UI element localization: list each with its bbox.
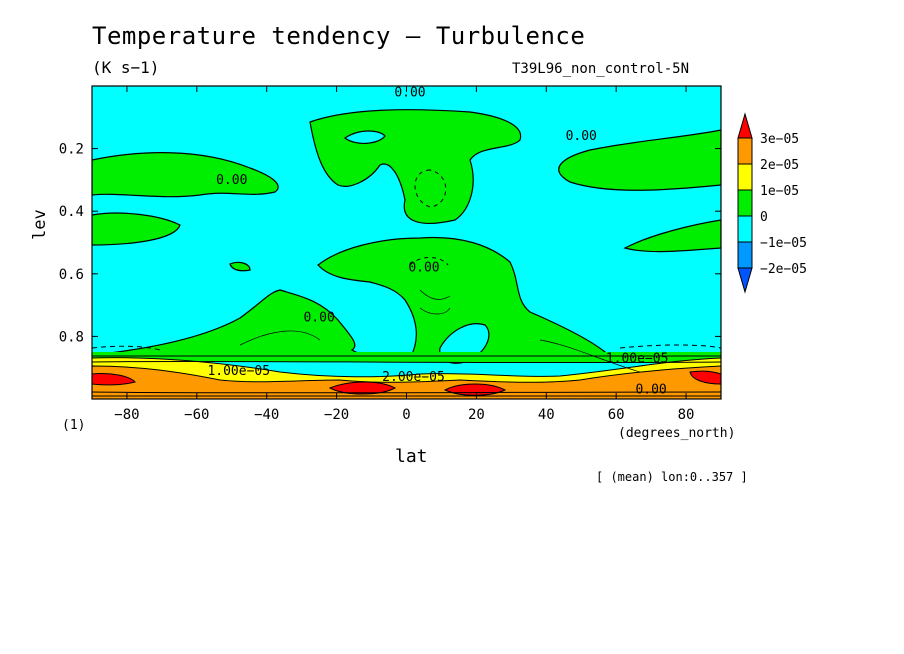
contour-label: 0.00 <box>408 261 439 276</box>
x-tick-label: 0 <box>402 407 410 423</box>
colorbar-top-arrow <box>737 112 753 139</box>
colorbar-label: −1e−05 <box>760 236 807 251</box>
x-tick-label: −60 <box>184 407 209 423</box>
contour-labels: 0.00 0.00 0.00 0.00 0.00 1.00e−05 1.00e−05 2.00… <box>207 85 668 397</box>
contour-label: 1.00e−05 <box>606 351 669 366</box>
colorbar-bin <box>737 189 753 217</box>
y-units-marker: (1) <box>62 418 86 433</box>
contour-fill <box>92 86 721 399</box>
chart-units: (K s−1) <box>92 58 160 77</box>
y-tick-label: 0.6 <box>59 267 84 283</box>
upper-left-green-band <box>92 152 279 198</box>
x-tick-label: −80 <box>114 407 139 423</box>
contour-label: 0.00 <box>216 173 247 188</box>
small-green-patch <box>229 261 251 272</box>
x-axis-label: lat <box>395 446 428 467</box>
colorbar-bin <box>737 215 753 243</box>
x-tick-label: −40 <box>254 407 279 423</box>
contour-label: 0.00 <box>394 85 425 100</box>
x-tick-label: −20 <box>324 407 349 423</box>
contour-label: 1.00e−05 <box>207 364 270 379</box>
colorbar-bottom-arrow <box>737 267 753 294</box>
colorbar-bin <box>737 241 753 269</box>
surface-black-lines <box>92 355 721 397</box>
x-tick-label: 20 <box>468 407 485 423</box>
colorbar-bin <box>737 163 753 191</box>
red-patch-left <box>92 373 136 386</box>
colorbar-label: 0 <box>760 210 768 225</box>
colorbar-label: 2e−05 <box>760 158 799 173</box>
contour-label: 0.00 <box>303 311 334 326</box>
x-tick-label: 80 <box>678 407 695 423</box>
x-tick-label: 40 <box>538 407 555 423</box>
left-mid-green <box>92 212 181 246</box>
colorbar-label: 3e−05 <box>760 132 799 147</box>
orange-band <box>92 365 721 399</box>
chart-title: Temperature tendency — Turbulence <box>92 22 586 50</box>
contour-label: 0.00 <box>635 383 666 398</box>
surface-dashed-contours <box>92 344 721 351</box>
y-tick-label: 0.4 <box>59 204 84 220</box>
colorbar-bin <box>737 137 753 165</box>
red-patch-right <box>689 370 721 385</box>
top-center-cyan-hole <box>343 130 386 144</box>
y-tick-label: 0.8 <box>59 329 84 345</box>
colorbar-label: −2e−05 <box>760 262 807 277</box>
x-axis-ticks: −80 −60 −40 −20 0 20 40 60 80 <box>114 86 694 423</box>
contour-label: 0.00 <box>566 129 597 144</box>
right-mid-green <box>623 219 721 253</box>
run-label: T39L96_non_control-5N <box>512 61 690 77</box>
upper-dashed-contour <box>409 169 449 266</box>
y-tick-label: 0.2 <box>59 142 84 158</box>
colorbar: 3e−05 2e−05 1e−05 0 −1e−05 −2e−05 <box>737 112 807 294</box>
contour-label: 2.00e−05 <box>382 370 445 385</box>
colorbar-label: 1e−05 <box>760 184 799 199</box>
y-axis-ticks: 0.2 0.4 0.6 0.8 <box>59 142 721 345</box>
thin-contours <box>239 289 641 373</box>
upper-right-green-band <box>558 129 721 191</box>
mean-footer: [ (mean) lon:0..357 ] <box>596 470 748 484</box>
x-tick-label: 60 <box>608 407 625 423</box>
x-axis-units: (degrees_north) <box>618 426 736 441</box>
